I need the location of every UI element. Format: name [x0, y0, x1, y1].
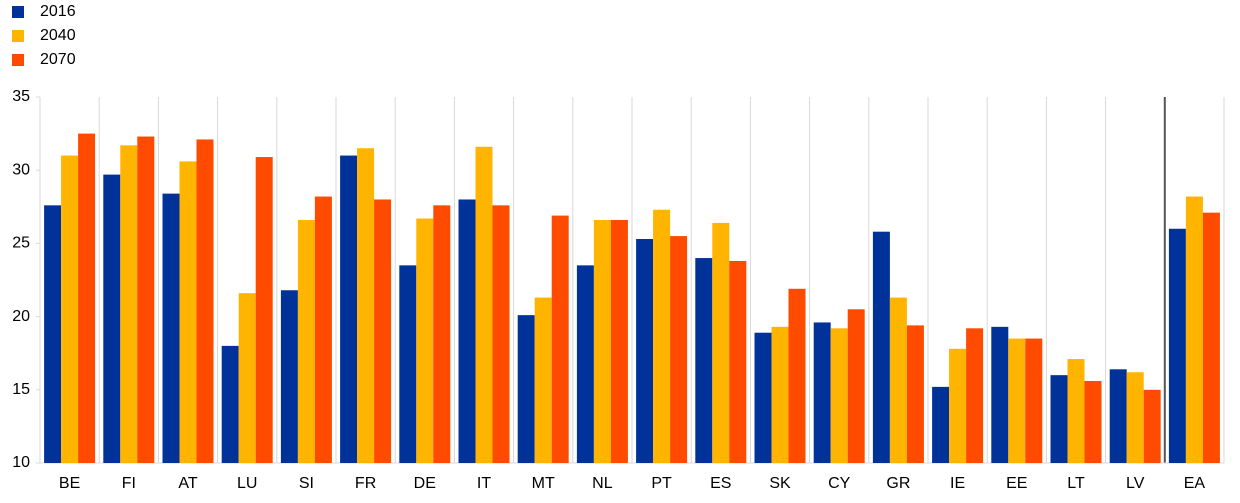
- bar: [966, 328, 984, 463]
- bar: [771, 326, 789, 463]
- bar: [670, 236, 688, 463]
- x-tick-label: MT: [532, 475, 555, 492]
- bar: [221, 345, 239, 463]
- bar: [1202, 212, 1220, 463]
- x-tick-label: BE: [59, 475, 80, 492]
- bar: [1143, 389, 1161, 463]
- x-tick-label: LT: [1067, 475, 1085, 492]
- bar: [103, 174, 121, 464]
- bar: [712, 222, 730, 463]
- bar: [949, 348, 967, 463]
- bar: [357, 148, 375, 464]
- bar: [458, 199, 476, 464]
- x-tick-label: SI: [299, 475, 314, 492]
- bar: [1050, 375, 1068, 463]
- bar: [1126, 372, 1144, 463]
- x-tick-label: SK: [769, 475, 791, 492]
- x-tick-label: ES: [710, 475, 731, 492]
- bar: [813, 322, 831, 463]
- bar: [78, 133, 96, 463]
- bar: [830, 328, 848, 463]
- bar: [44, 205, 62, 463]
- bar: [162, 193, 180, 463]
- legend-label: 2016: [40, 3, 76, 20]
- bar: [653, 209, 671, 463]
- bar: [534, 297, 552, 463]
- bar: [120, 145, 138, 463]
- x-tick-label: IE: [950, 475, 965, 492]
- bar: [1025, 338, 1043, 463]
- bar: [1168, 228, 1186, 463]
- bar: [314, 196, 332, 463]
- bar: [906, 325, 924, 463]
- x-tick-label: AT: [178, 475, 197, 492]
- legend-label: 2070: [40, 51, 76, 68]
- bar: [196, 139, 214, 463]
- bar: [137, 136, 155, 463]
- bar: [238, 293, 256, 463]
- bar: [695, 258, 713, 463]
- x-tick-label: PT: [651, 475, 672, 492]
- bar: [416, 218, 434, 463]
- bar: [991, 326, 1009, 463]
- bar: [1067, 359, 1085, 463]
- bar: [576, 265, 594, 463]
- legend-label: 2040: [40, 27, 76, 44]
- bar: [280, 290, 298, 463]
- bar: [636, 239, 654, 463]
- bar: [593, 219, 611, 463]
- x-tick-label: LU: [237, 475, 257, 492]
- bar: [847, 309, 865, 463]
- x-tick-label: LV: [1126, 475, 1145, 492]
- x-tick-label: FI: [122, 475, 136, 492]
- bar: [610, 219, 628, 463]
- bar: [1185, 196, 1203, 463]
- y-tick-label: 35: [12, 88, 30, 105]
- x-tick-label: CY: [828, 475, 851, 492]
- bar: [932, 386, 950, 463]
- x-tick-label: GR: [886, 475, 910, 492]
- y-tick-label: 10: [12, 454, 30, 471]
- x-tick-label: EA: [1184, 475, 1206, 492]
- legend-swatch: [12, 6, 24, 18]
- bar: [729, 260, 747, 463]
- bar: [889, 297, 907, 463]
- bar: [754, 332, 772, 463]
- y-tick-label: 15: [12, 381, 30, 398]
- x-tick-label: DE: [414, 475, 436, 492]
- bar: [1109, 369, 1127, 463]
- bar: [1084, 381, 1102, 463]
- x-tick-label: NL: [592, 475, 613, 492]
- legend-swatch: [12, 30, 24, 42]
- legend-swatch: [12, 54, 24, 66]
- bar: [1008, 338, 1026, 463]
- bar: [788, 288, 806, 463]
- x-tick-label: FR: [355, 475, 376, 492]
- bar: [872, 231, 890, 463]
- x-tick-label: IT: [477, 475, 491, 492]
- bar: [475, 146, 493, 463]
- bar: [551, 215, 569, 463]
- bar: [255, 157, 273, 464]
- y-tick-label: 30: [12, 161, 30, 178]
- bar: [433, 205, 451, 463]
- bar: [179, 161, 197, 463]
- bar: [340, 155, 358, 463]
- bar: [399, 265, 417, 463]
- bar: [517, 315, 535, 463]
- x-tick-label: EE: [1006, 475, 1027, 492]
- y-tick-label: 25: [12, 235, 30, 252]
- bar: [61, 155, 79, 463]
- bar: [297, 219, 315, 463]
- bar: [492, 205, 510, 463]
- y-tick-label: 20: [12, 308, 30, 325]
- bar: [374, 199, 392, 464]
